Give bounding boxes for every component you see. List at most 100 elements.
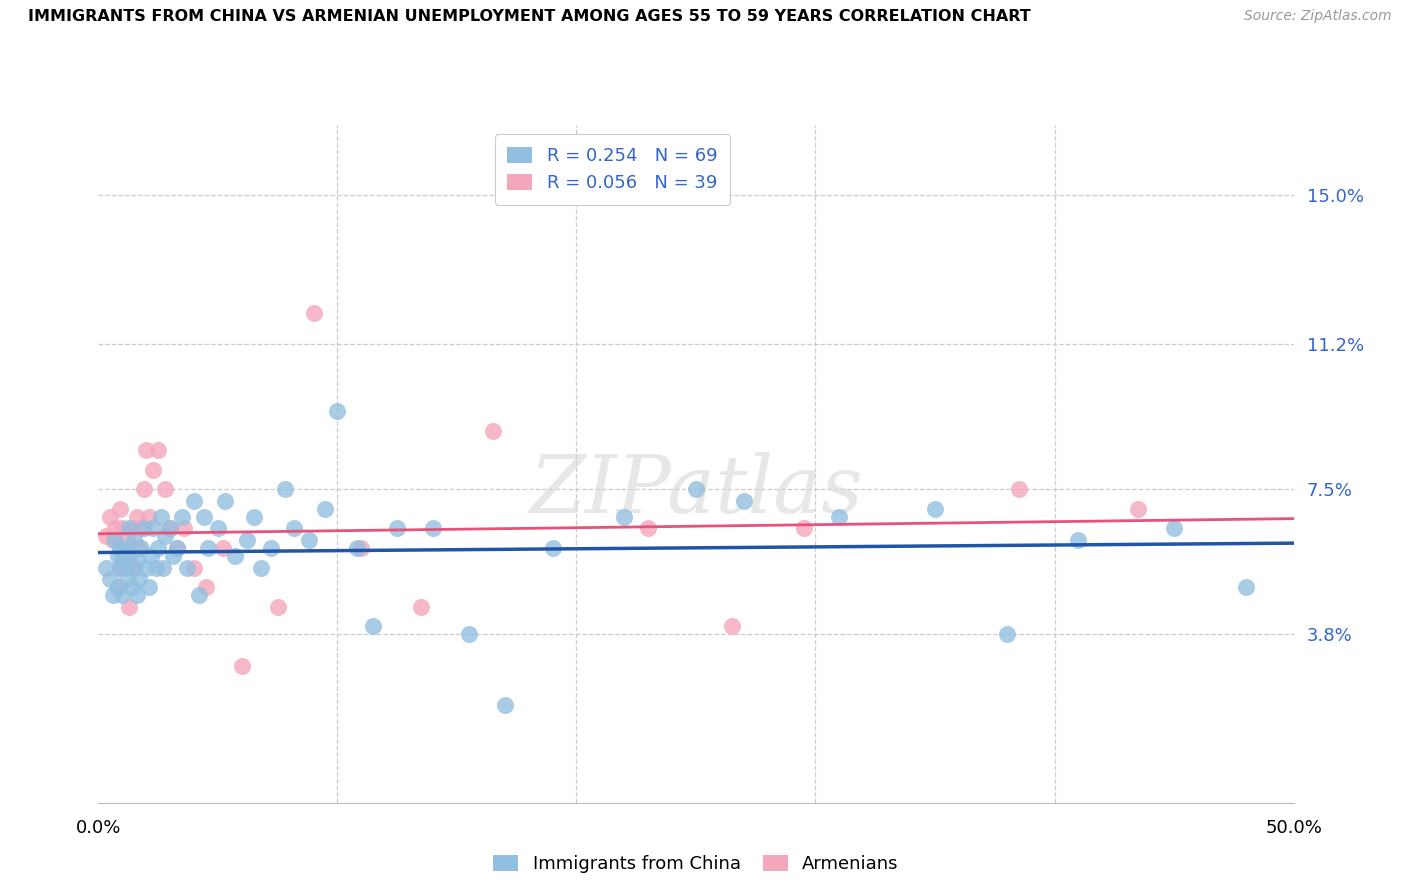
Point [721,619,744,633]
Point [211,541,233,555]
Point [118,599,141,614]
Point [152,560,174,574]
Point [302,306,325,320]
Point [145,560,167,574]
Point [125,588,148,602]
Point [94,560,117,574]
Point [231,658,253,673]
Point [155,529,177,543]
Point [142,463,165,477]
Point [101,533,124,548]
Point [346,541,368,555]
Point [139,549,162,563]
Point [108,560,131,574]
Point [149,509,172,524]
Point [187,588,209,602]
Legend: Immigrants from China, Armenians: Immigrants from China, Armenians [484,846,908,882]
Point [197,541,219,555]
Point [115,573,138,587]
Point [458,627,481,641]
Point [1007,483,1029,497]
Point [121,580,143,594]
Point [350,541,373,555]
Point [104,533,127,548]
Point [793,521,815,535]
Point [142,521,165,535]
Point [124,560,146,574]
Point [1067,533,1090,548]
Point [132,521,155,535]
Point [148,443,170,458]
Point [194,580,218,594]
Point [326,404,349,418]
Point [183,494,205,508]
Point [176,560,198,574]
Point [250,560,273,574]
Point [422,521,444,535]
Point [118,549,141,563]
Point [98,573,122,587]
Point [172,509,194,524]
Point [98,509,122,524]
Text: Source: ZipAtlas.com: Source: ZipAtlas.com [1244,9,1392,23]
Point [224,549,246,563]
Point [104,521,127,535]
Point [481,424,505,438]
Point [131,521,153,535]
Point [298,533,321,548]
Point [1128,502,1150,516]
Point [131,541,153,555]
Point [613,509,636,524]
Point [114,560,136,574]
Point [128,573,150,587]
Point [155,483,177,497]
Point [125,553,148,567]
Point [121,521,143,535]
Point [363,619,385,633]
Point [637,521,659,535]
Point [166,541,188,555]
Point [125,509,148,524]
Text: ZIPatlas: ZIPatlas [529,452,863,530]
Point [283,521,305,535]
Point [108,502,131,516]
Point [385,521,409,535]
Point [193,509,215,524]
Point [183,560,205,574]
Point [111,553,134,567]
Point [159,521,181,535]
Point [108,541,131,555]
Point [828,509,851,524]
Point [1234,580,1257,594]
Point [162,549,184,563]
Point [107,580,129,594]
Point [128,541,150,555]
Point [685,483,707,497]
Text: IMMIGRANTS FROM CHINA VS ARMENIAN UNEMPLOYMENT AMONG AGES 55 TO 59 YEARS CORRELA: IMMIGRANTS FROM CHINA VS ARMENIAN UNEMPL… [28,9,1031,24]
Point [214,494,236,508]
Point [494,698,516,712]
Point [166,541,188,555]
Point [267,599,290,614]
Point [138,580,160,594]
Point [1163,521,1185,535]
Point [124,560,146,574]
Point [107,549,129,563]
Point [111,521,134,535]
Point [114,549,136,563]
Point [107,580,129,594]
Point [924,502,946,516]
Point [995,627,1018,641]
Point [235,533,257,548]
Point [173,521,195,535]
Point [733,494,755,508]
Point [148,541,170,555]
Point [115,541,138,555]
Point [274,483,297,497]
Point [94,529,117,543]
Point [135,443,157,458]
Point [259,541,281,555]
Point [118,521,141,535]
Point [315,502,337,516]
Point [207,521,229,535]
